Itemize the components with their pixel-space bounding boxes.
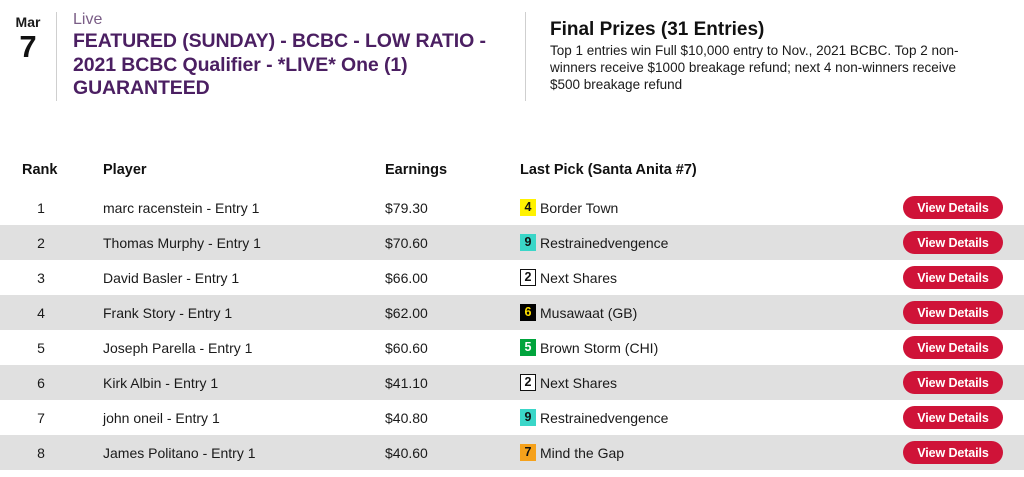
cell-player: john oneil - Entry 1 <box>103 409 220 426</box>
cell-rank: 1 <box>37 199 45 216</box>
cell-rank: 2 <box>37 234 45 251</box>
cell-earnings: $79.30 <box>385 199 428 216</box>
cell-rank: 3 <box>37 269 45 286</box>
horse-name: Restrainedvengence <box>540 234 669 251</box>
contest-date: Mar 7 <box>0 8 56 63</box>
column-header-last-pick: Last Pick (Santa Anita #7) <box>520 162 697 178</box>
table-row: 7 john oneil - Entry 1 $40.80 9 Restrainedve… <box>0 400 1024 435</box>
horse-name: Restrainedvengence <box>540 409 669 426</box>
cell-actions: View Details <box>867 441 1024 464</box>
table-header-row: Rank Player Earnings Last Pick (Santa An… <box>0 150 1024 190</box>
saddle-cloth-badge: 4 <box>520 199 536 216</box>
cell-earnings: $40.60 <box>385 444 428 461</box>
horse-name: Next Shares <box>540 269 618 286</box>
contest-title-block: Live FEATURED (SUNDAY) - BCBC - LOW RATI… <box>57 8 525 101</box>
view-details-button[interactable]: View Details <box>903 441 1003 464</box>
contest-status-label: Live <box>73 11 103 28</box>
contest-header: Mar 7 Live FEATURED (SUNDAY) - BCBC - LO… <box>0 0 1024 115</box>
cell-actions: View Details <box>867 196 1024 219</box>
cell-last-pick: 4 Border Town <box>517 199 867 216</box>
table-row: 2 Thomas Murphy - Entry 1 $70.60 9 Restraine… <box>0 225 1024 260</box>
cell-earnings: $70.60 <box>385 234 428 251</box>
table-row: 8 James Politano - Entry 1 $40.60 7 Mind the… <box>0 435 1024 470</box>
cell-player: Kirk Albin - Entry 1 <box>103 374 219 391</box>
view-details-button[interactable]: View Details <box>903 301 1003 324</box>
prizes-description: Top 1 entries win Full $10,000 entry to … <box>550 43 959 92</box>
saddle-cloth-badge: 9 <box>520 234 536 251</box>
table-row: 4 Frank Story - Entry 1 $62.00 6 Musawaat (G… <box>0 295 1024 330</box>
column-header-player: Player <box>103 162 147 178</box>
column-header-rank: Rank <box>22 162 58 178</box>
prizes-block: Final Prizes (31 Entries) Top 1 entries … <box>526 8 996 93</box>
cell-player: James Politano - Entry 1 <box>103 444 256 461</box>
view-details-button[interactable]: View Details <box>903 266 1003 289</box>
cell-earnings: $41.10 <box>385 374 428 391</box>
cell-last-pick: 9 Restrainedvengence <box>517 409 867 426</box>
cell-player: marc racenstein - Entry 1 <box>103 199 260 216</box>
horse-name: Border Town <box>540 199 619 216</box>
leaderboard-table: Rank Player Earnings Last Pick (Santa An… <box>0 150 1024 470</box>
cell-actions: View Details <box>867 231 1024 254</box>
contest-date-day: 7 <box>19 29 37 64</box>
cell-earnings: $66.00 <box>385 269 428 286</box>
contest-date-month: Mar <box>15 14 41 30</box>
cell-actions: View Details <box>867 336 1024 359</box>
cell-actions: View Details <box>867 406 1024 429</box>
view-details-button[interactable]: View Details <box>903 406 1003 429</box>
cell-rank: 4 <box>37 304 45 321</box>
cell-last-pick: 2 Next Shares <box>517 374 867 391</box>
saddle-cloth-badge: 7 <box>520 444 536 461</box>
header-divider-right <box>525 12 526 101</box>
cell-player: Joseph Parella - Entry 1 <box>103 339 253 356</box>
cell-rank: 7 <box>37 409 45 426</box>
view-details-button[interactable]: View Details <box>903 231 1003 254</box>
view-details-button[interactable]: View Details <box>903 336 1003 359</box>
header-divider-left <box>56 12 57 101</box>
cell-rank: 8 <box>37 444 45 461</box>
view-details-button[interactable]: View Details <box>903 196 1003 219</box>
horse-name: Brown Storm (CHI) <box>540 339 659 356</box>
view-details-button[interactable]: View Details <box>903 371 1003 394</box>
cell-player: Frank Story - Entry 1 <box>103 304 233 321</box>
cell-last-pick: 5 Brown Storm (CHI) <box>517 339 867 356</box>
cell-rank: 6 <box>37 374 45 391</box>
prizes-title: Final Prizes (31 Entries) <box>550 19 765 40</box>
column-header-earnings: Earnings <box>385 162 448 178</box>
saddle-cloth-badge: 6 <box>520 304 536 321</box>
table-body: 1 marc racenstein - Entry 1 $79.30 4 Border … <box>0 190 1024 470</box>
cell-actions: View Details <box>867 371 1024 394</box>
cell-last-pick: 2 Next Shares <box>517 269 867 286</box>
cell-earnings: $60.60 <box>385 339 428 356</box>
table-row: 5 Joseph Parella - Entry 1 $60.60 5 Brown St… <box>0 330 1024 365</box>
horse-name: Mind the Gap <box>540 444 625 461</box>
horse-name: Musawaat (GB) <box>540 304 638 321</box>
cell-player: Thomas Murphy - Entry 1 <box>103 234 261 251</box>
cell-actions: View Details <box>867 266 1024 289</box>
saddle-cloth-badge: 5 <box>520 339 536 356</box>
table-row: 3 David Basler - Entry 1 $66.00 2 Next Share… <box>0 260 1024 295</box>
table-row: 1 marc racenstein - Entry 1 $79.30 4 Border … <box>0 190 1024 225</box>
cell-actions: View Details <box>867 301 1024 324</box>
saddle-cloth-badge: 2 <box>520 374 536 391</box>
saddle-cloth-badge: 2 <box>520 269 536 286</box>
contest-event-title: FEATURED (SUNDAY) - BCBC - LOW RATIO - 2… <box>73 30 486 99</box>
cell-player: David Basler - Entry 1 <box>103 269 240 286</box>
cell-last-pick: 7 Mind the Gap <box>517 444 867 461</box>
saddle-cloth-badge: 9 <box>520 409 536 426</box>
table-row: 6 Kirk Albin - Entry 1 $41.10 2 Next Shares V… <box>0 365 1024 400</box>
cell-earnings: $40.80 <box>385 409 428 426</box>
cell-earnings: $62.00 <box>385 304 428 321</box>
horse-name: Next Shares <box>540 374 618 391</box>
cell-last-pick: 9 Restrainedvengence <box>517 234 867 251</box>
cell-last-pick: 6 Musawaat (GB) <box>517 304 867 321</box>
cell-rank: 5 <box>37 339 45 356</box>
